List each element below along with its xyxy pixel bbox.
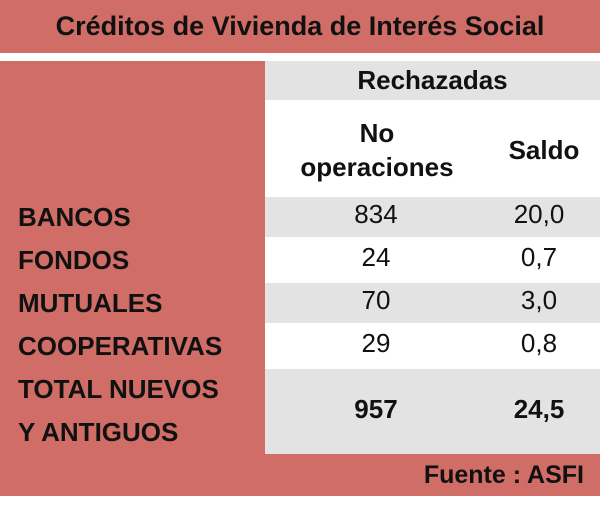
cell-total-operaciones: 957 (354, 394, 398, 424)
cell-saldo: 3,0 (520, 285, 558, 315)
col-header-line2: operaciones (300, 152, 454, 182)
table-row (265, 240, 600, 280)
cell-operaciones: 24 (361, 242, 391, 272)
column-header-operaciones: No operaciones (272, 106, 482, 194)
cell-operaciones: 834 (354, 199, 398, 229)
source-note: Fuente : ASFI (0, 454, 600, 496)
col-header-line1: No (359, 118, 395, 148)
cell-total-saldo: 24,5 (513, 394, 565, 424)
column-header-saldo: Saldo (508, 135, 580, 165)
row-label-cooperativas: COOPERATIVAS (18, 331, 223, 361)
table-row-total (265, 369, 600, 454)
row-label-total-line2: Y ANTIGUOS (18, 417, 179, 447)
row-label-bancos: BANCOS (18, 202, 131, 232)
table-row (265, 197, 600, 237)
cell-operaciones: 29 (361, 328, 391, 358)
row-label-total-line1: TOTAL NUEVOS (18, 374, 219, 404)
table-row (265, 326, 600, 366)
column-header-operaciones-text: No operaciones (300, 116, 453, 184)
group-header-rechazadas: Rechazadas (265, 61, 600, 100)
cell-saldo: 20,0 (513, 199, 565, 229)
cell-saldo: 0,8 (520, 328, 558, 358)
table-title: Créditos de Vivienda de Interés Social (0, 0, 600, 53)
cell-operaciones: 70 (361, 285, 391, 315)
cell-saldo: 0,7 (520, 242, 558, 272)
row-label-mutuales: MUTUALES (18, 288, 163, 318)
row-label-fondos: FONDOS (18, 245, 130, 275)
label-column (0, 61, 265, 454)
table-row (265, 283, 600, 323)
